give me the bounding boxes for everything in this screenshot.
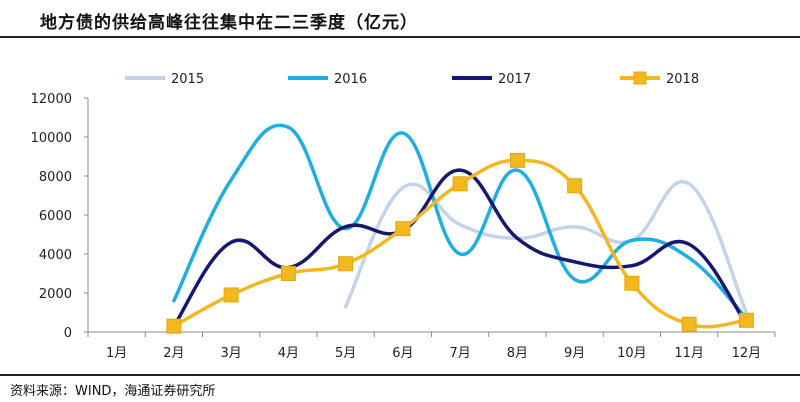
data-point-2018: [280, 266, 296, 281]
y-tick-label: 6000: [39, 209, 72, 224]
legend-item-2018: 2018: [620, 71, 699, 87]
data-point-2018: [567, 178, 583, 194]
line-chart: 0 2000 4000 6000 8000 10000 12000 1月 2月 3月 4月 5月 6月 7…: [31, 71, 776, 361]
x-tick-label: 10月: [617, 346, 647, 361]
legend-label: 2018: [666, 72, 699, 87]
data-point-2018: [338, 256, 354, 272]
top-divider: [0, 36, 800, 38]
y-tick-label: 0: [64, 326, 72, 341]
data-point-2018: [166, 318, 182, 334]
series-line-2015: [343, 179, 749, 315]
data-point-2018: [738, 312, 754, 328]
source-note: 资料来源：WIND，海通证券研究所: [10, 384, 216, 399]
legend-label: 2015: [171, 72, 204, 87]
legend-item-2015: 2015: [125, 72, 204, 87]
data-point-2018: [395, 221, 411, 237]
y-tick-label: 10000: [31, 131, 72, 146]
legend-item-2016: 2016: [288, 72, 367, 87]
legend-label: 2017: [498, 72, 531, 87]
data-point-2018: [624, 275, 640, 291]
data-point-2018: [681, 316, 697, 332]
data-point-2018: [223, 287, 239, 303]
x-tick-label: 1月: [106, 346, 127, 361]
x-tick-label: 8月: [507, 346, 528, 361]
x-tick-label: 9月: [564, 346, 585, 361]
y-tick-label: 12000: [31, 92, 72, 107]
x-tick-label: 12月: [732, 346, 762, 361]
chart-legend: 2015 2016 2017 2018: [125, 71, 699, 87]
x-tick-label: 5月: [335, 346, 356, 361]
legend-item-2017: 2017: [452, 72, 531, 87]
y-tick-label: 2000: [39, 287, 72, 302]
series-layer: [166, 123, 754, 334]
legend-label: 2016: [334, 72, 367, 87]
x-tick-label: 2月: [163, 346, 184, 361]
chart-axes: 0 2000 4000 6000 8000 10000 12000 1月 2月 3月 4月 5月 6月 7…: [31, 92, 776, 361]
legend-marker: [633, 71, 647, 85]
x-tick-label: 4月: [278, 346, 299, 361]
y-tick-label: 4000: [39, 248, 72, 263]
x-tick-label: 6月: [392, 346, 413, 361]
x-tick-label: 3月: [220, 346, 241, 361]
y-tick-label: 8000: [39, 170, 72, 185]
data-point-2018: [509, 152, 525, 168]
series-line-2017: [172, 168, 749, 328]
bottom-divider: [0, 374, 800, 376]
x-tick-label: 7月: [449, 346, 470, 361]
x-tick-label: 11月: [674, 346, 704, 361]
data-point-2018: [452, 176, 468, 192]
series-line-2016: [172, 123, 749, 321]
chart-title: 地方债的供给高峰往往集中在二三季度（亿元）: [40, 13, 418, 33]
